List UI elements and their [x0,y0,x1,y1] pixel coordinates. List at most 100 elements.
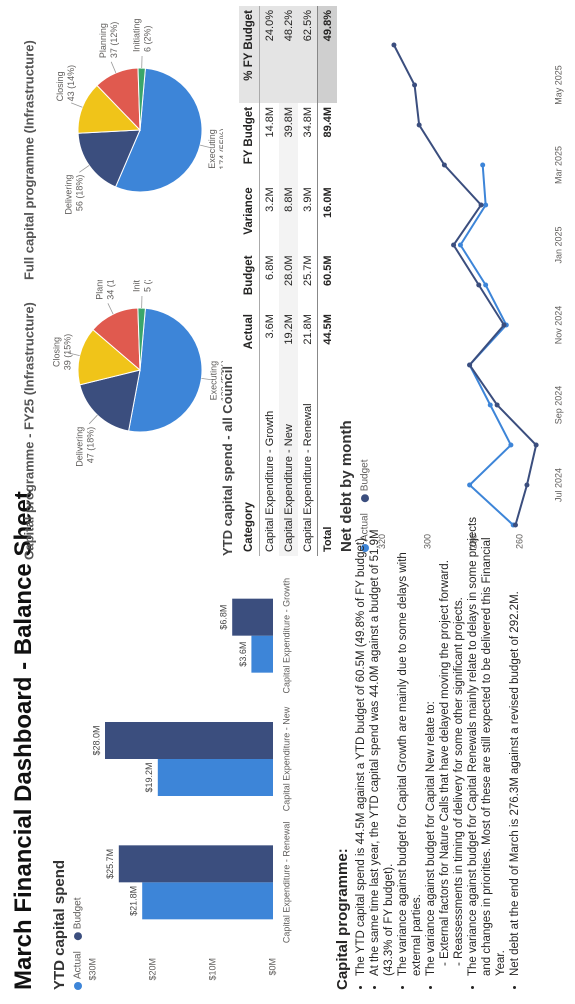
point [467,362,473,368]
pie-slice [77,328,142,386]
x-tick-label: Jan 2025 [553,226,563,263]
legend-marker [74,932,82,941]
legend-label: Actual [360,513,371,541]
point [483,202,489,208]
slice-label: Executing [207,129,217,169]
table-cell: 25.7M [301,255,314,287]
point [480,162,486,168]
data-label: $28.0M [91,725,101,755]
chart-title: YTD capital spend [51,860,68,990]
legend-label: Budget [73,897,84,929]
leader-line [201,378,214,381]
point [467,482,473,488]
y-tick-label: 320 [377,534,387,549]
commentary: Capital programme: The YTD capital spend… [334,512,522,990]
y-tick-label: $20M [147,958,157,981]
y-tick-label: 300 [423,534,433,549]
point [508,442,514,448]
x-tick-label: Capital Expenditure - New [281,706,291,811]
point [524,482,530,488]
pie-slice [137,67,146,131]
table-cell: 24.0% [259,6,279,103]
column-header: FY Budget [239,102,260,184]
bullet-text: The variance against budget for Capital … [397,552,423,976]
table-cell: 34.8M [301,106,314,138]
table-cell: 3.2M [263,187,276,212]
leader-line [88,414,98,425]
slice-value-label: 5 (2%) [142,280,152,292]
table-row: Total 44.5M 60.5M 16.0M 89.4M 49.8% [317,6,337,556]
slice-value-label: 174 (55%) [218,128,223,170]
x-tick-label: Capital Expenditure - Renewal [281,822,291,944]
table-panel: YTD capital spend - all Council Category… [220,6,337,556]
table-cell: 44.5M [317,310,337,364]
leader-line [107,303,114,315]
leader-line [71,102,83,108]
point [533,442,539,448]
table-row: Capital Expenditure - New 19.2M 28.0M 8.8M 3… [279,6,298,556]
data-label: $3.6M [238,642,248,667]
point [412,82,418,88]
slice-value-label: 43 (14%) [66,65,76,102]
legend-label: Budget [360,459,371,491]
x-tick-label: May 2025 [553,65,563,105]
table-cell: 21.8M [301,314,314,345]
legend-marker [74,982,82,990]
y-tick-label: $0M [267,958,277,976]
slice-value-label: 6 (2%) [143,26,153,53]
table-cell: 14.8M [263,106,276,138]
legend-marker [361,494,369,503]
table-cell: 28.0M [279,251,298,311]
line [393,44,538,526]
bar [251,635,273,673]
x-tick-label: Nov 2024 [553,306,563,345]
bullet: The YTD capital spend is 44.5M against a… [354,512,368,976]
point [441,162,447,168]
bar [118,845,273,883]
y-tick-label: 280 [469,534,479,549]
table-cell: 19.2M [279,310,298,364]
slice-label: Delivering [74,427,84,467]
slice-label: Delivering [64,175,74,215]
bullet: The variance against budget for Capital … [396,512,424,976]
y-tick-label: 260 [514,534,524,549]
x-tick-label: Sep 2024 [553,386,563,425]
bullet-text: Net debt at the end of March is 276.3M a… [509,591,521,976]
point [457,242,463,248]
bar [232,598,273,636]
slice-label: Planning [95,280,105,300]
table-row: Capital Expenditure - Growth 3.6M 6.8M 3.2M… [259,6,279,556]
slice-value-label: 39 (15%) [63,334,73,371]
column-header: Category [239,363,260,556]
slice-label: Closing [52,337,62,367]
pie-chart: Capital programme - FY25 (Infrastructure… [21,280,223,560]
slice-label: Executing [209,361,219,401]
table-cell: 16.0M [317,183,337,252]
data-label: $19.2M [144,762,154,792]
point [391,42,397,48]
point [416,122,422,128]
bullet: At the same time last year, the YTD capi… [368,512,396,976]
x-tick-label: Mar 2025 [553,146,563,184]
slice-value-label: 56 (18%) [75,175,85,212]
y-tick-label: $30M [87,958,97,981]
pie-slice [77,129,141,188]
column-header: Budget [239,251,260,311]
chart-title: Capital programme - FY25 (Infrastructure… [21,302,36,560]
pie-chart: Full capital programme (Infrastructure) E… [21,18,223,280]
point [494,402,500,408]
bullet: The variance against budget for Capital … [466,512,508,976]
legend-marker [361,544,369,552]
slice-value-label: 133 (52%) [220,360,223,402]
point [478,202,484,208]
pie-slice [137,307,146,371]
column-header: % FY Budget [239,6,260,103]
slice-value-label: 37 (12%) [109,22,119,59]
bullet: Net debt at the end of March is 276.3M a… [508,512,522,976]
table-cell: 62.5% [298,6,318,103]
data-label: $21.8M [129,886,139,916]
table-cell: 89.4M [317,102,337,184]
sub-bullet: - Reassessments in timing of delivery fo… [453,597,465,966]
